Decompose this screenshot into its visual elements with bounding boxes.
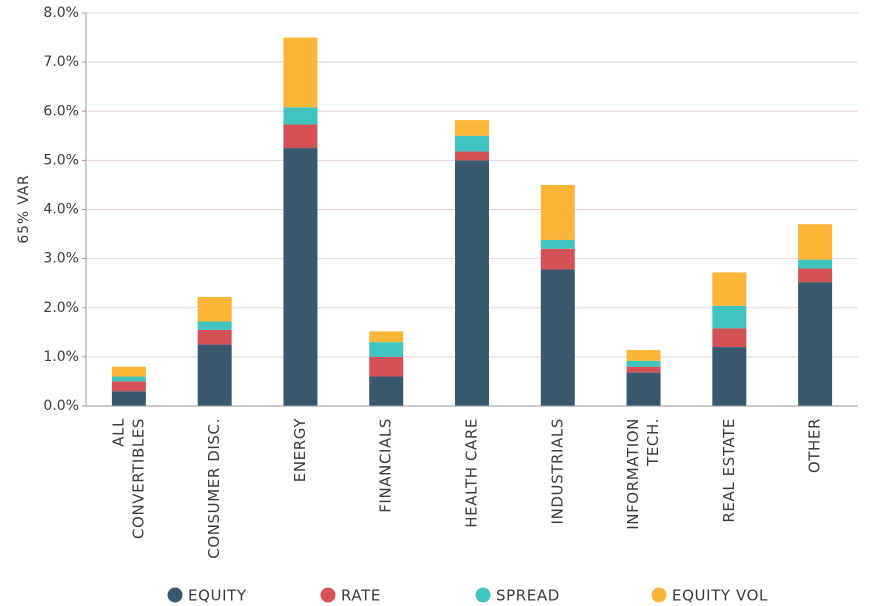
legend-swatch (167, 587, 183, 603)
legend-item: SPREAD (475, 587, 560, 605)
x-category-label-line: CONVERTIBLES (129, 418, 147, 539)
y-tick-label: 3.0% (43, 251, 79, 267)
bar-segment-equity (798, 282, 833, 406)
bar-segment-rate (283, 124, 318, 149)
bar-segment-rate (369, 356, 404, 377)
bar-segment-equity (712, 347, 747, 406)
x-category-label: ALL CONVERTIBLES (109, 418, 147, 539)
bar-segment-rate (712, 328, 747, 348)
bar-segment-spread (626, 360, 661, 367)
legend-label: EQUITY (188, 587, 247, 605)
x-category-label: INDUSTRIALS (548, 418, 566, 524)
y-tick-label: 5.0% (43, 152, 79, 168)
bars (111, 37, 833, 406)
bar-segment-equity-vol (197, 296, 232, 322)
x-category-label-line: REAL ESTATE (720, 418, 738, 523)
bar-segment-equity (197, 344, 232, 406)
y-tick-label: 1.0% (43, 349, 79, 365)
bar-segment-spread (111, 376, 146, 382)
legend-label: RATE (341, 587, 381, 605)
bar-segment-rate (540, 248, 575, 270)
x-category-label: OTHER (806, 418, 824, 473)
bar-segment-rate (798, 268, 833, 283)
bar-segment-equity (283, 148, 318, 406)
legend-swatch (651, 587, 667, 603)
x-category-label: HEALTH CARE (463, 418, 481, 528)
legend: EQUITY RATE SPREAD EQUITY VOL (167, 587, 768, 605)
bar-segment-spread (712, 305, 747, 329)
bar-segment-equity-vol (369, 331, 404, 343)
x-category-label-line: ALL (109, 418, 127, 447)
bar-segment-equity-vol (798, 224, 833, 260)
bar-segment-equity-vol (283, 37, 318, 108)
bar-segment-rate (455, 151, 489, 161)
bar-segment-spread (369, 342, 404, 357)
x-category-label-line: FINANCIALS (377, 418, 395, 513)
legend-label: EQUITY VOL (672, 587, 768, 605)
y-tick-label: 4.0% (43, 202, 79, 218)
x-category-label-line: INDUSTRIALS (548, 418, 566, 524)
y-tick-label: 8.0% (43, 5, 79, 21)
x-category-label-line: TECH. (644, 418, 662, 467)
x-category-label: REAL ESTATE (720, 418, 738, 523)
x-category-label: INFORMATION TECH. (624, 418, 662, 530)
bar-segment-equity-vol (712, 272, 747, 306)
bar-segment-equity (540, 269, 575, 406)
bar-segment-spread (798, 259, 833, 269)
x-category-label-line: HEALTH CARE (463, 418, 481, 528)
bar-segment-spread (197, 321, 232, 330)
x-category-label-line: INFORMATION (624, 418, 642, 530)
bar-segment-spread (283, 107, 318, 125)
y-tick-label: 7.0% (43, 54, 79, 70)
x-category-label: CONSUMER DISC. (205, 418, 223, 559)
bar-segment-equity (626, 372, 661, 406)
bar-segment-rate (626, 366, 661, 373)
y-tick-label: 6.0% (43, 103, 79, 119)
bar-segment-equity-vol (455, 120, 489, 136)
x-category-label-line: ENERGY (291, 418, 309, 482)
bar-segment-spread (455, 135, 489, 152)
bar-segment-spread (540, 239, 575, 249)
bar-segment-equity-vol (540, 184, 575, 240)
x-category-label: FINANCIALS (377, 418, 395, 513)
bar-segment-equity (455, 160, 489, 406)
bar-segment-equity-vol (111, 366, 146, 377)
legend-item: EQUITY (167, 587, 247, 605)
legend-item: RATE (320, 587, 381, 605)
bar-segment-rate (197, 329, 232, 345)
y-axis-ticks: 0.0% 1.0% 2.0% 3.0% 4.0% 5.0% 6.0% 7.0% 8.0% (43, 5, 86, 414)
legend-item: EQUITY VOL (651, 587, 768, 605)
bar-segment-equity-vol (626, 349, 661, 361)
axes (85, 13, 858, 407)
bar-segment-rate (111, 381, 146, 392)
legend-label: SPREAD (496, 587, 560, 605)
y-axis-label: 65% VAR (16, 174, 32, 243)
x-category-label-line: CONSUMER DISC. (205, 418, 223, 559)
bar-segment-equity (369, 376, 404, 406)
x-category-label-line: OTHER (806, 418, 824, 473)
legend-swatch (475, 587, 491, 603)
y-tick-label: 2.0% (43, 300, 79, 316)
y-tick-label: 0.0% (43, 398, 79, 414)
legend-swatch (320, 587, 336, 603)
bar-segment-equity (111, 391, 146, 406)
x-axis-categories: ALL CONVERTIBLES CONSUMER DISC. ENERGY FINAN… (109, 418, 823, 559)
x-category-label: ENERGY (291, 418, 309, 482)
